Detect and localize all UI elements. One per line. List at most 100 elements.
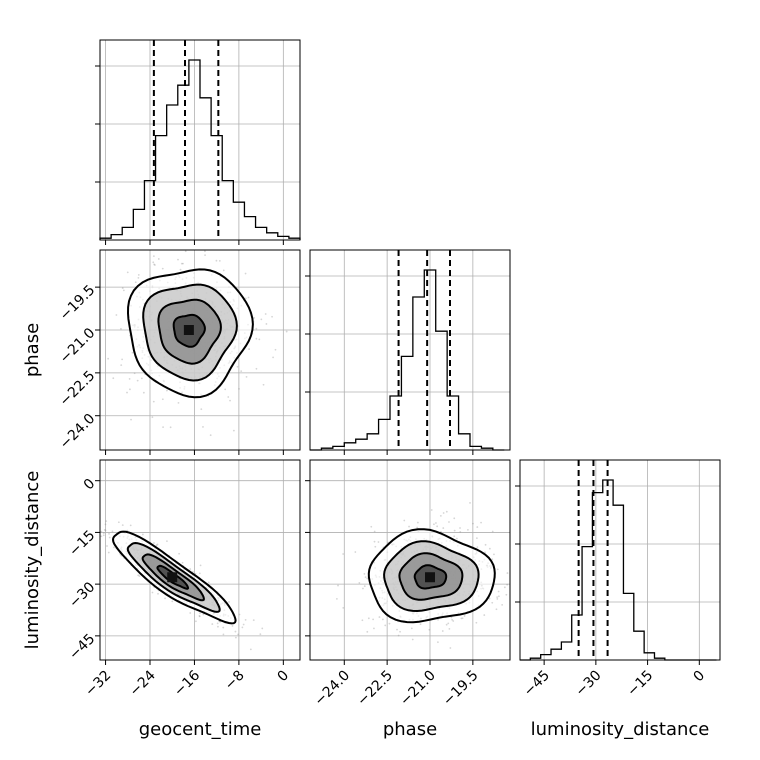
- sample-point: [151, 416, 154, 419]
- sample-point: [367, 617, 370, 620]
- sample-point: [495, 608, 498, 611]
- sample-point: [384, 624, 387, 627]
- sample-point: [362, 587, 364, 590]
- sample-point: [154, 264, 156, 266]
- sample-point: [227, 396, 230, 398]
- sample-point: [189, 612, 192, 614]
- sample-point: [364, 576, 367, 579]
- sample-point: [181, 561, 184, 564]
- contour-line: [413, 564, 448, 590]
- sample-point: [381, 618, 384, 621]
- sample-point: [182, 262, 184, 265]
- sample-point: [261, 627, 264, 630]
- panel-frame: [99, 39, 301, 241]
- xlabel-luminosity-distance: luminosity_distance: [531, 719, 710, 740]
- contour-line: [126, 541, 221, 613]
- sample-point: [480, 521, 482, 524]
- sample-point: [264, 313, 267, 315]
- sample-point: [179, 268, 182, 271]
- sample-point: [445, 510, 448, 513]
- sample-point: [153, 263, 156, 266]
- sample-point: [496, 598, 499, 600]
- sample-point: [112, 377, 115, 380]
- x-tick-label-geocent-time: −16: [171, 667, 203, 699]
- sample-point: [138, 575, 141, 577]
- panel-frame: [519, 459, 721, 661]
- ylabel-luminosity-distance: luminosity_distance: [22, 471, 43, 650]
- sample-point: [484, 543, 487, 546]
- sample-point: [491, 601, 494, 604]
- sample-point: [192, 570, 194, 573]
- sample-point: [129, 388, 131, 391]
- hist-panel-phase: [305, 249, 511, 451]
- sample-point: [450, 616, 453, 619]
- sample-point: [184, 250, 187, 253]
- sample-point: [252, 619, 255, 622]
- sample-point: [442, 512, 445, 514]
- sample-point: [236, 365, 239, 368]
- x-tick-label-phase: −24.0: [311, 668, 353, 710]
- contour-line: [172, 313, 206, 348]
- sample-point: [469, 502, 471, 504]
- sample-point: [366, 630, 369, 633]
- sample-point: [137, 276, 140, 279]
- sample-point: [137, 574, 140, 577]
- sample-point: [377, 541, 380, 543]
- sample-point: [255, 327, 258, 330]
- density-peak: [183, 325, 194, 335]
- sample-point: [258, 338, 261, 341]
- sample-point: [452, 620, 455, 622]
- sample-point: [451, 618, 454, 621]
- sample-point: [238, 613, 241, 616]
- sample-point: [378, 616, 381, 618]
- contour-line: [141, 553, 205, 602]
- sample-point: [397, 634, 400, 637]
- sample-point: [190, 237, 192, 239]
- sample-point: [463, 615, 466, 617]
- sample-point: [108, 532, 110, 535]
- sample-point: [216, 622, 219, 625]
- sample-point: [180, 262, 183, 265]
- sample-point: [200, 408, 203, 411]
- y-tick-label-luminosity-distance: −30: [66, 579, 98, 611]
- sample-point: [439, 514, 442, 517]
- panel-frame: [309, 249, 511, 451]
- sample-point: [121, 524, 124, 527]
- x-tick-label-geocent-time: −8: [222, 668, 248, 694]
- sample-point: [271, 315, 273, 318]
- sample-point: [436, 525, 439, 528]
- sample-point: [496, 596, 499, 599]
- sample-point: [104, 529, 107, 532]
- sample-point: [285, 330, 288, 333]
- sample-point: [342, 553, 345, 555]
- scatter-panel-geocent-time-vs-phase: [99, 237, 301, 451]
- sample-point: [437, 641, 439, 644]
- sample-point: [121, 358, 124, 361]
- sample-point: [439, 530, 442, 533]
- y-tick-label-luminosity-distance: 0: [81, 476, 99, 494]
- labels-layer: geocent_time phase luminosity_distance p…: [22, 323, 709, 740]
- sample-point: [204, 250, 206, 253]
- sample-point: [448, 627, 451, 630]
- sample-point: [459, 527, 461, 529]
- x-tick-label-phase: −22.5: [354, 668, 396, 710]
- panels-layer: −32 −24 −16 −8 0 −24.0 −22.5 −21.0 −19.5 −45 −30 −1…: [57, 39, 721, 710]
- sample-point: [198, 615, 201, 618]
- sample-point: [178, 552, 181, 555]
- sample-point: [133, 372, 136, 375]
- sample-point: [209, 434, 212, 437]
- sample-point: [484, 551, 486, 554]
- sample-point: [361, 619, 364, 622]
- x-tick-label-geocent-time: −24: [127, 667, 159, 699]
- sample-point: [455, 537, 458, 540]
- panel-content: [107, 237, 288, 437]
- sample-point: [153, 542, 155, 544]
- histogram-geocent-time: [99, 59, 301, 240]
- sample-point: [84, 505, 86, 507]
- sample-point: [335, 598, 338, 600]
- sample-point: [156, 543, 159, 546]
- sample-point: [242, 623, 245, 626]
- sample-point: [445, 623, 448, 626]
- sample-point: [222, 626, 225, 629]
